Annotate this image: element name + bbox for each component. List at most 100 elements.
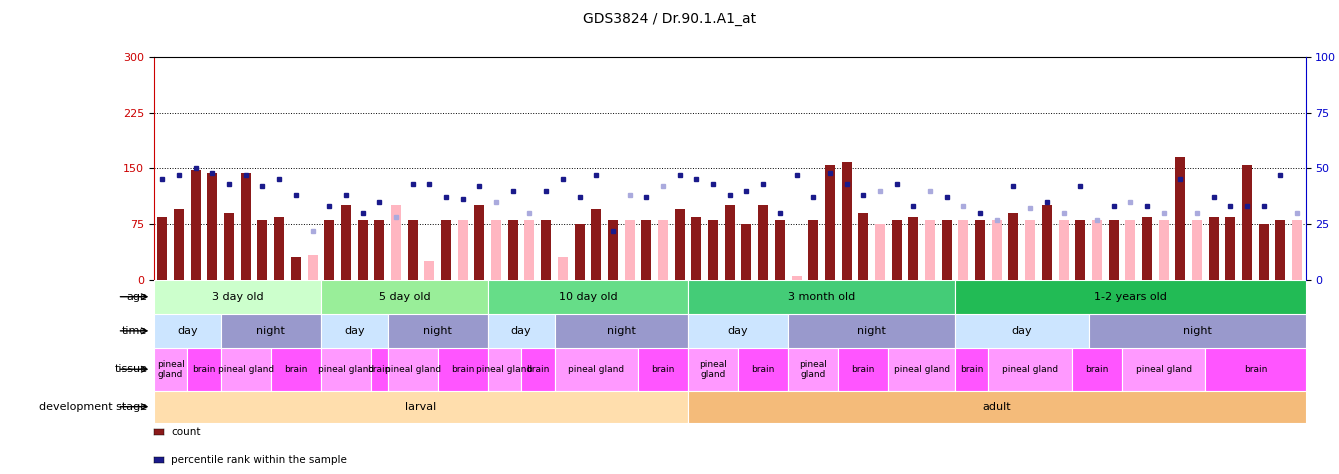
Bar xyxy=(742,224,751,280)
Bar xyxy=(208,173,217,280)
Bar xyxy=(955,280,1306,314)
Bar xyxy=(487,348,521,391)
Bar xyxy=(154,348,187,391)
Text: pineal gland: pineal gland xyxy=(1002,365,1058,374)
Bar xyxy=(1259,224,1269,280)
Bar xyxy=(1091,220,1102,280)
Bar xyxy=(1209,217,1218,280)
Bar xyxy=(892,220,901,280)
Bar xyxy=(988,348,1073,391)
Bar xyxy=(257,220,268,280)
Bar xyxy=(874,224,885,280)
Text: development stage: development stage xyxy=(39,401,147,412)
Bar xyxy=(491,220,501,280)
Bar xyxy=(387,348,438,391)
Bar xyxy=(324,220,335,280)
Bar xyxy=(738,348,789,391)
Bar xyxy=(688,314,789,348)
Bar xyxy=(1026,220,1035,280)
Bar xyxy=(554,314,688,348)
Bar xyxy=(809,220,818,280)
Text: tissue: tissue xyxy=(114,364,147,374)
Bar xyxy=(1008,213,1019,280)
Bar xyxy=(838,348,888,391)
Bar xyxy=(291,257,301,280)
Text: brain: brain xyxy=(960,365,983,374)
Bar xyxy=(221,314,321,348)
Bar xyxy=(554,348,637,391)
Bar xyxy=(1089,314,1306,348)
Bar xyxy=(375,220,384,280)
Bar xyxy=(975,220,986,280)
Text: night: night xyxy=(857,326,886,336)
Bar xyxy=(174,209,183,280)
Bar xyxy=(908,217,919,280)
Bar xyxy=(1142,217,1152,280)
Text: brain: brain xyxy=(852,365,874,374)
Text: age: age xyxy=(126,292,147,302)
Text: night: night xyxy=(607,326,636,336)
Bar xyxy=(154,391,688,423)
Text: larval: larval xyxy=(406,401,437,412)
Bar xyxy=(558,257,568,280)
Text: GDS3824 / Dr.90.1.A1_at: GDS3824 / Dr.90.1.A1_at xyxy=(582,12,757,26)
Bar xyxy=(1292,220,1303,280)
Bar xyxy=(154,280,321,314)
Text: pineal gland: pineal gland xyxy=(1135,365,1192,374)
Bar xyxy=(1158,220,1169,280)
Bar xyxy=(407,220,418,280)
Bar xyxy=(574,224,585,280)
Text: night: night xyxy=(1182,326,1212,336)
Text: brain: brain xyxy=(651,365,675,374)
Text: pineal
gland: pineal gland xyxy=(799,360,828,379)
Bar xyxy=(441,220,451,280)
Text: 5 day old: 5 day old xyxy=(379,292,430,302)
Bar xyxy=(321,280,487,314)
Bar xyxy=(1109,220,1118,280)
Bar xyxy=(187,348,221,391)
Bar xyxy=(221,348,270,391)
Text: night: night xyxy=(256,326,285,336)
Bar xyxy=(371,348,387,391)
Text: pineal
gland: pineal gland xyxy=(699,360,727,379)
Bar xyxy=(274,217,284,280)
Bar xyxy=(1042,205,1052,280)
Bar xyxy=(775,220,785,280)
Text: brain: brain xyxy=(284,365,308,374)
Bar xyxy=(858,213,868,280)
Bar xyxy=(955,314,1089,348)
Text: 1-2 years old: 1-2 years old xyxy=(1094,292,1166,302)
Bar xyxy=(1073,348,1122,391)
Bar xyxy=(675,209,684,280)
Bar xyxy=(241,173,250,280)
Text: brain: brain xyxy=(526,365,549,374)
Bar xyxy=(458,220,467,280)
Bar xyxy=(688,391,1306,423)
Bar xyxy=(592,209,601,280)
Text: 3 month old: 3 month old xyxy=(787,292,856,302)
Text: pineal gland: pineal gland xyxy=(384,365,441,374)
Bar xyxy=(708,220,718,280)
Text: time: time xyxy=(122,326,147,336)
Bar xyxy=(925,220,935,280)
Bar xyxy=(791,276,802,280)
Bar xyxy=(521,348,554,391)
Bar xyxy=(992,220,1002,280)
Bar xyxy=(157,217,167,280)
Text: count: count xyxy=(171,427,201,438)
Bar xyxy=(657,220,668,280)
Bar xyxy=(624,220,635,280)
Text: pineal gland: pineal gland xyxy=(477,365,533,374)
Bar xyxy=(321,314,387,348)
Bar xyxy=(387,314,487,348)
Text: adult: adult xyxy=(983,401,1011,412)
Bar xyxy=(1075,220,1085,280)
Bar xyxy=(959,220,968,280)
Text: brain: brain xyxy=(1085,365,1109,374)
Bar xyxy=(789,348,838,391)
Bar xyxy=(842,162,852,280)
Bar xyxy=(955,348,988,391)
Bar xyxy=(688,348,738,391)
Bar xyxy=(321,348,371,391)
Bar xyxy=(154,314,221,348)
